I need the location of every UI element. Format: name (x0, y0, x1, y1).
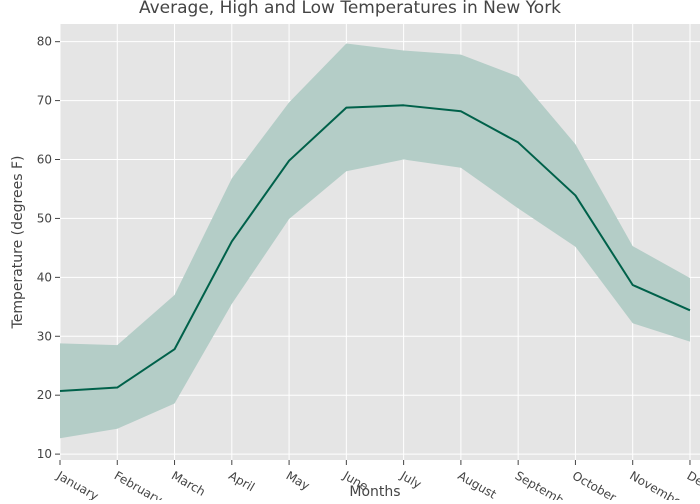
y-tick-label: 10 (37, 447, 52, 461)
chart-title: Average, High and Low Temperatures in Ne… (139, 0, 561, 18)
x-tick-label: May (284, 468, 312, 493)
y-tick-label: 40 (37, 270, 52, 284)
y-tick-label: 70 (37, 94, 52, 108)
y-axis-title: Temperature (degrees F) (10, 156, 26, 330)
x-tick-label: August (455, 468, 499, 500)
y-tick-label: 30 (37, 329, 52, 343)
x-axis-title: Months (349, 484, 400, 500)
y-tick-label: 80 (37, 35, 52, 49)
x-tick-label: September (513, 468, 577, 500)
x-tick-label: December (684, 468, 700, 500)
y-axis-ticks: 10 20 30 40 50 60 70 80 (37, 35, 60, 461)
x-tick-label: February (112, 468, 165, 500)
high-low-band (60, 43, 690, 439)
x-tick-label: January (54, 468, 101, 500)
x-tick-label: April (226, 468, 257, 494)
x-tick-label: July (397, 468, 424, 491)
y-tick-label: 20 (37, 388, 52, 402)
x-tick-label: October (570, 468, 619, 500)
x-tick-label: November (627, 468, 688, 500)
y-tick-label: 60 (37, 153, 52, 167)
average-temperature-line (59, 104, 691, 393)
line-layer (59, 104, 691, 393)
y-tick-label: 50 (37, 211, 52, 225)
band-layer (60, 43, 690, 439)
x-tick-label: March (169, 468, 208, 498)
